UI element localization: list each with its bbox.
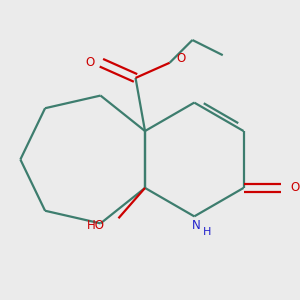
Text: H: H — [203, 226, 212, 236]
Text: O: O — [290, 182, 299, 194]
Text: O: O — [176, 52, 186, 65]
Text: O: O — [85, 56, 94, 69]
Text: HO: HO — [87, 219, 105, 232]
Text: N: N — [192, 219, 201, 232]
